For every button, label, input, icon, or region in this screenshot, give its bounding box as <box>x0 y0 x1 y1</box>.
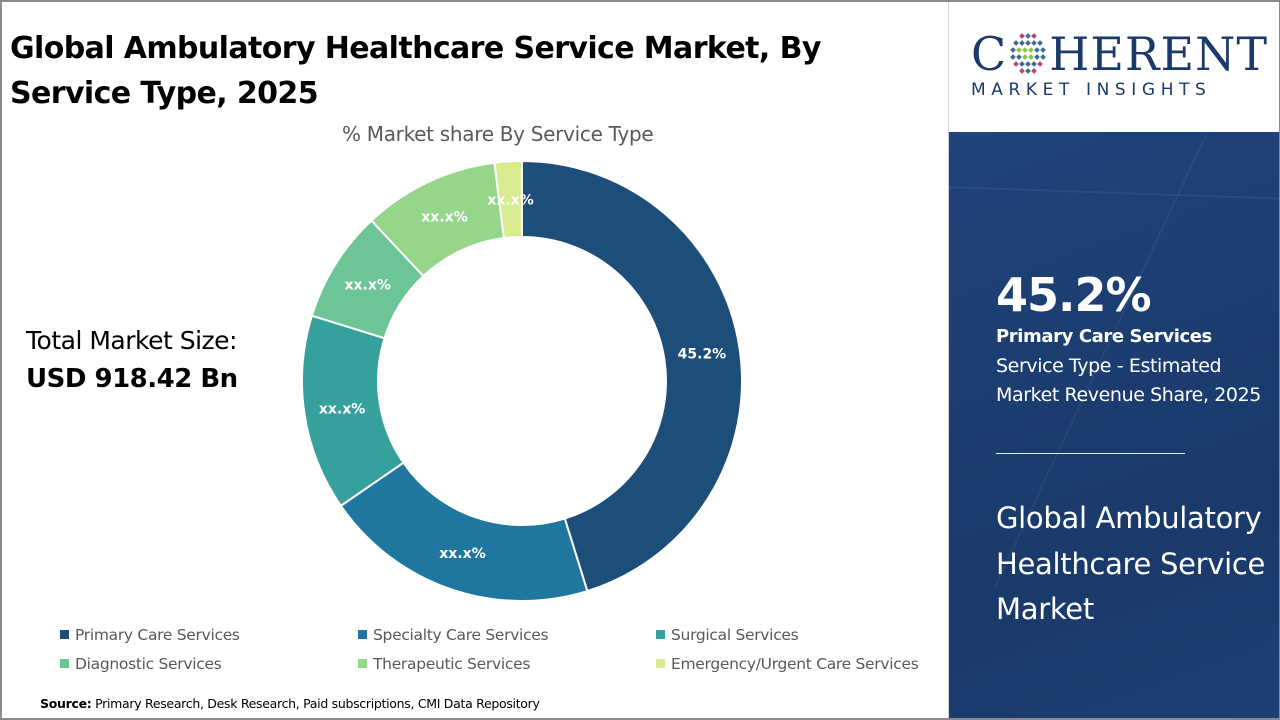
legend-swatch <box>656 659 665 668</box>
divider <box>996 453 1185 454</box>
slice-data-label: xx.x% <box>487 192 533 208</box>
highlight-description: Service Type - Estimated Market Revenue … <box>996 355 1261 406</box>
globe-dot <box>1013 40 1020 46</box>
slice-data-label: xx.x% <box>421 209 467 225</box>
legend-swatch <box>60 659 69 668</box>
globe-dot <box>1031 40 1038 46</box>
slice-data-label: xx.x% <box>439 546 485 562</box>
logo: C HERENT MARKET INSIGHTS <box>949 2 1279 132</box>
globe-dot <box>1010 47 1017 53</box>
legend-item: Primary Care Services <box>60 624 358 645</box>
globe-dot <box>1019 33 1026 39</box>
globe-dot <box>1025 68 1032 74</box>
market-size-label: Total Market Size: <box>26 326 237 355</box>
highlight-value: 45.2% <box>996 268 1152 322</box>
legend-item: Surgical Services <box>656 624 936 645</box>
legend-swatch <box>60 630 69 639</box>
legend-label: Specialty Care Services <box>373 625 549 644</box>
donut-slice-specialty-care-services <box>339 461 589 602</box>
legend-swatch <box>656 630 665 639</box>
slice-data-label: xx.x% <box>319 401 365 417</box>
donut-slice-emergency-urgent-care-services <box>493 159 523 240</box>
globe-dot <box>1025 61 1032 67</box>
globe-dot <box>1031 68 1038 74</box>
globe-dot <box>1022 47 1029 53</box>
globe-dot <box>1025 40 1032 46</box>
globe-dot <box>1031 33 1038 39</box>
highlight-box: 45.2% Primary Care Services Service Type… <box>949 132 1279 718</box>
logo-letters: HERENT <box>1049 27 1269 81</box>
globe-dot <box>1028 47 1035 53</box>
source-text: Primary Research, Desk Research, Paid su… <box>91 696 540 711</box>
slice-data-label: xx.x% <box>345 277 391 293</box>
globe-dot <box>1010 54 1017 60</box>
globe-dot <box>1037 40 1044 46</box>
globe-dot <box>1031 61 1038 67</box>
legend-label: Emergency/Urgent Care Services <box>671 654 919 673</box>
legend-item: Specialty Care Services <box>358 624 656 645</box>
legend-swatch <box>358 630 367 639</box>
chart-title: Global Ambulatory Healthcare Service Mar… <box>10 31 821 111</box>
donut-chart: 45.2% xx.x% xx.x% xx.x% xx.x% xx.x% <box>301 159 743 602</box>
globe-dots-icon <box>1010 33 1047 74</box>
legend-item: Therapeutic Services <box>358 653 656 674</box>
market-size-value: USD 918.42 Bn <box>26 364 238 394</box>
source-label: Source: <box>40 696 92 711</box>
globe-dot <box>1034 54 1041 60</box>
globe-dot <box>1013 61 1020 67</box>
globe-dot <box>1040 54 1047 60</box>
globe-dot <box>1016 54 1023 60</box>
chart-panel: Global Ambulatory Healthcare Service Mar… <box>2 2 948 718</box>
legend-label: Surgical Services <box>671 625 799 644</box>
globe-dot <box>1028 54 1035 60</box>
slice-data-label: 45.2% <box>678 347 727 363</box>
globe-dot <box>1025 33 1032 39</box>
legend-item: Emergency/Urgent Care Services <box>656 653 936 674</box>
source-note: Source: Primary Research, Desk Research,… <box>40 696 540 711</box>
summary-panel: C HERENT MARKET INSIGHTS 45.2% Primary C… <box>948 2 1279 718</box>
legend-label: Diagnostic Services <box>75 654 222 673</box>
legend-swatch <box>358 659 367 668</box>
globe-dot <box>1022 54 1029 60</box>
globe-dot <box>1037 61 1044 67</box>
background-streak <box>949 184 1279 202</box>
globe-dot <box>1016 47 1023 53</box>
legend-label: Therapeutic Services <box>373 654 531 673</box>
chart-legend: Primary Care Services Specialty Care Serv… <box>60 624 940 674</box>
donut-slice-primary-care-services <box>521 159 743 593</box>
logo-wordmark: C HERENT <box>971 28 1268 80</box>
logo-tagline: MARKET INSIGHTS <box>971 80 1212 100</box>
chart-subtitle: % Market share By Service Type <box>342 122 654 146</box>
globe-dot <box>1019 68 1026 74</box>
highlight-category: Primary Care Services <box>996 326 1212 347</box>
globe-dot <box>1034 47 1041 53</box>
legend-item: Diagnostic Services <box>60 653 358 674</box>
globe-dot <box>1040 47 1047 53</box>
globe-dot <box>1019 40 1026 46</box>
logo-letter-c: C <box>971 27 1008 81</box>
legend-label: Primary Care Services <box>75 625 240 644</box>
market-name: Global Ambulatory Healthcare Service Mar… <box>996 501 1266 626</box>
globe-dot <box>1019 61 1026 67</box>
